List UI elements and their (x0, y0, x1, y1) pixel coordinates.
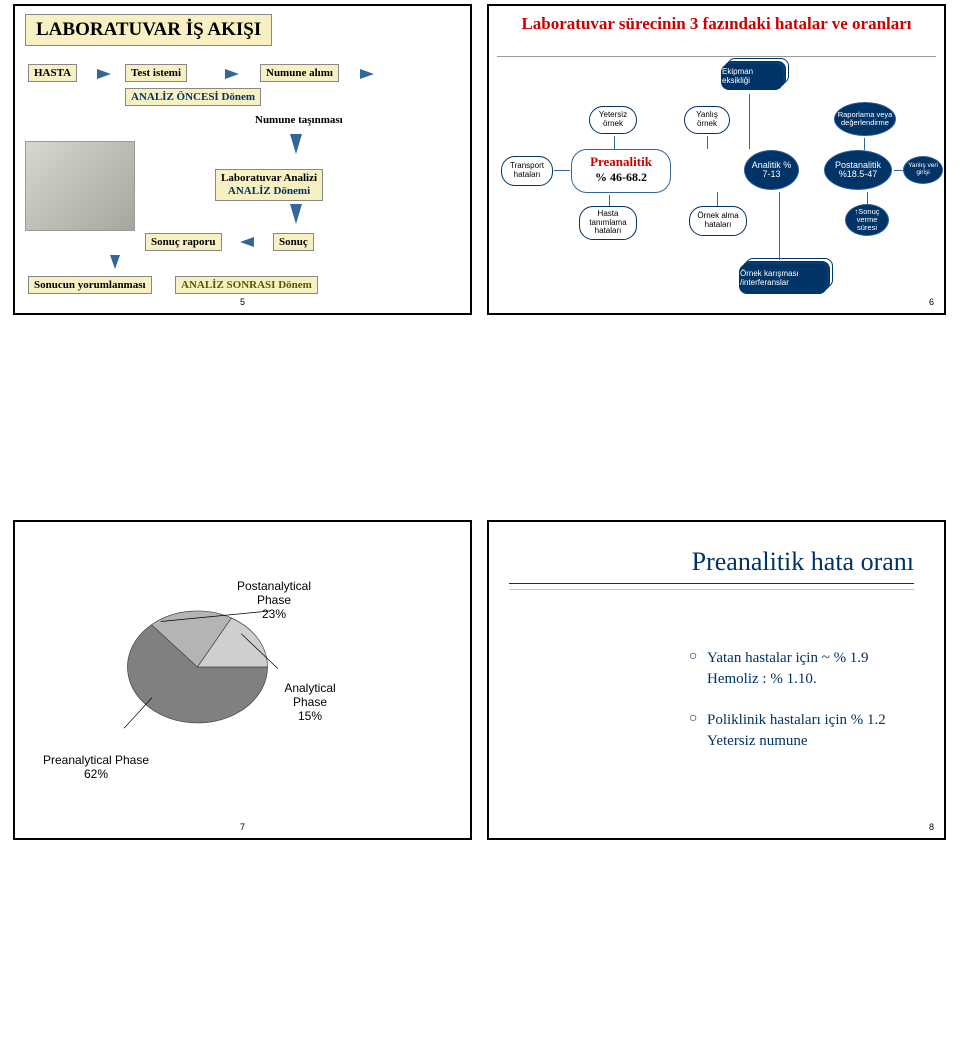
cloud-yetersiz: Yetersiz örnek (589, 106, 637, 134)
lab-analizi-line1: Laboratuvar Analizi (221, 172, 317, 184)
cloud-ornek-alma: Örnek alma hataları (689, 206, 747, 236)
arrow-down-icon (290, 134, 302, 154)
box-test-istemi: Test istemi (125, 64, 187, 82)
connector (749, 94, 750, 149)
arrow-left-icon (240, 237, 254, 247)
list-item: ○ Yatan hastalar için ~ % 1.9 Hemoliz : … (689, 648, 919, 690)
box-analiz-sonrasi: ANALİZ SONRASI Dönem (175, 276, 318, 294)
page-number: 5 (240, 297, 245, 307)
ellipse-postanalitik: Postanalitik %18.5-47 (824, 150, 892, 190)
box-interferans: Örnek karışması /interferanslar (739, 264, 827, 294)
slide8-title: Preanalitik hata oranı (509, 547, 914, 584)
list-item: ○ Poliklinik hastaları için % 1.2 Yeters… (689, 710, 919, 752)
arrow-icon (225, 69, 239, 79)
page-number: 6 (929, 297, 934, 307)
ellipse-analitik: Analitik % 7-13 (744, 150, 799, 190)
box-preanalitik: Preanalitik % 46-68.2 (571, 149, 671, 193)
underline2 (509, 589, 914, 590)
connector (779, 192, 780, 260)
slide-7: Postanalytical Phase 23% Analytical Phas… (13, 520, 472, 840)
photo-placeholder (25, 141, 135, 231)
arrow-down-icon (110, 255, 120, 269)
label-postanalytical: Postanalytical Phase 23% (230, 580, 318, 621)
slide-8: Preanalitik hata oranı ○ Yatan hastalar … (487, 520, 946, 840)
lab-analizi-line2: ANALİZ Dönemi (228, 185, 310, 197)
preanalitik-l2: % 46-68.2 (574, 170, 668, 185)
box-ekipman: Ekipman eksikliği (721, 64, 783, 90)
list-text: Yatan hastalar için ~ % 1.9 Hemoliz : % … (707, 648, 919, 690)
connector (554, 170, 570, 171)
slide6-title: Laboratuvar sürecinin 3 fazındaki hatala… (499, 14, 934, 34)
slide8-list: ○ Yatan hastalar için ~ % 1.9 Hemoliz : … (689, 642, 919, 758)
box-analiz-oncesi: ANALİZ ÖNCESİ Dönem (125, 88, 261, 106)
label-numune-tasinmasi: Numune taşınması (255, 114, 343, 126)
cloud-yanlis-ornek: Yanlış örnek (684, 106, 730, 134)
page-number: 8 (929, 822, 934, 832)
divider (497, 56, 936, 57)
arrow-down-icon (290, 204, 302, 224)
bullet-icon: ○ (689, 710, 707, 752)
ellipse-raporlama: Raporlama veya değerlendirme (834, 102, 896, 136)
connector (867, 192, 868, 204)
connector (609, 195, 610, 206)
box-lab-analizi: Laboratuvar Analizi ANALİZ Dönemi (215, 169, 323, 201)
connector (894, 170, 903, 171)
box-sonuc-raporu: Sonuç raporu (145, 233, 222, 251)
box-sonucun-yorum: Sonucun yorumlanması (28, 276, 152, 294)
slide-5: LABORATUVAR İŞ AKIŞI HASTA Test istemi N… (13, 4, 472, 315)
page-number: 7 (240, 822, 245, 832)
box-sonuc: Sonuç (273, 233, 314, 251)
box-numune-alimi: Numune alımı (260, 64, 339, 82)
list-text: Poliklinik hastaları için % 1.2 Yetersiz… (707, 710, 919, 752)
bullet-icon: ○ (689, 648, 707, 690)
ellipse-sonuc-verme: ↑Sonuç verme süresi (845, 204, 889, 236)
slide-6: Laboratuvar sürecinin 3 fazındaki hatala… (487, 4, 946, 315)
box-hasta: HASTA (28, 64, 77, 82)
label-preanalytical: Preanalytical Phase 62% (37, 754, 155, 782)
connector (717, 192, 718, 206)
preanalitik-l1: Preanalitik (574, 154, 668, 170)
connector (614, 136, 615, 149)
ellipse-yanlis-veri: Yanlış veri girişi (903, 156, 943, 184)
label-analytical: Analytical Phase 15% (267, 682, 353, 723)
connector (864, 138, 865, 150)
arrow-icon (360, 69, 374, 79)
slide5-title: LABORATUVAR İŞ AKIŞI (25, 14, 272, 46)
arrow-icon (97, 69, 111, 79)
cloud-transport: Transport hataları (501, 156, 553, 186)
cloud-hasta-tanimlama: Hasta tanımlama hataları (579, 206, 637, 240)
connector (707, 136, 708, 149)
